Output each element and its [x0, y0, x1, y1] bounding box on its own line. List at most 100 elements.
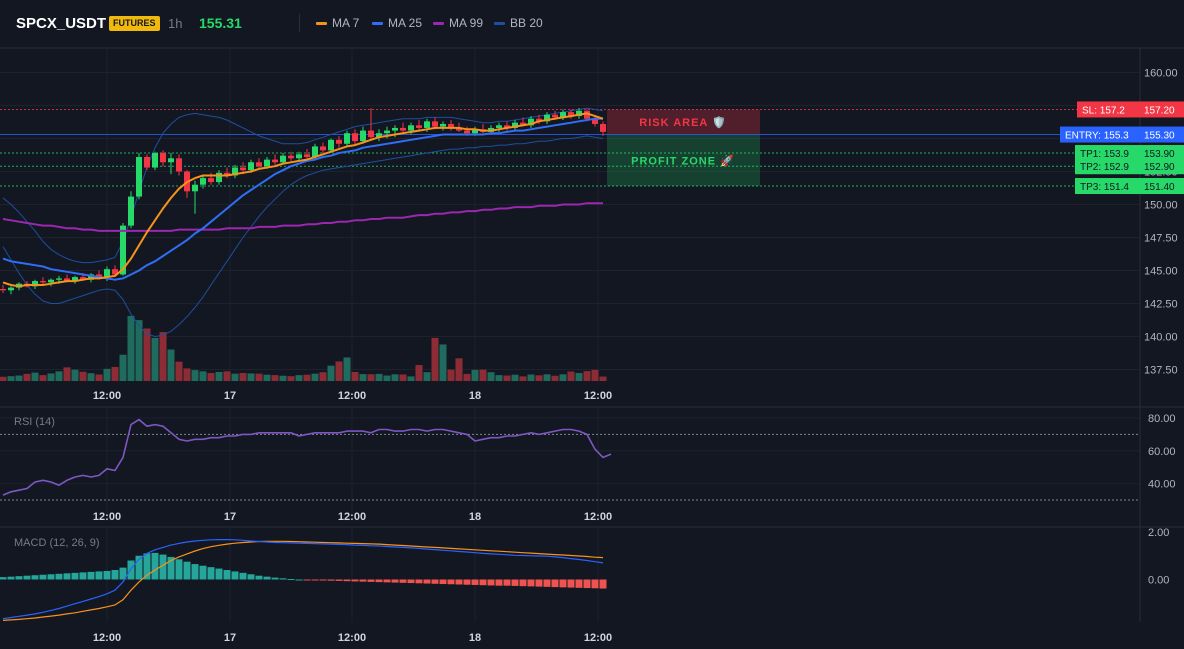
volume-bar	[455, 358, 463, 381]
volume-bar	[31, 372, 39, 381]
time-axis-label: 18	[469, 511, 481, 523]
price-axis-label: 142.50	[1144, 299, 1178, 311]
legend-label-ma7: MA 7	[332, 16, 360, 30]
candle-body	[520, 122, 526, 126]
volume-bar	[343, 357, 351, 381]
macd-histogram-bar	[415, 579, 423, 584]
volume-bar	[375, 373, 383, 381]
timeframe-selector[interactable]: 1h	[168, 16, 183, 31]
volume-bar	[591, 369, 599, 381]
legend-ma99[interactable]: MA 99	[433, 16, 483, 30]
macd-histogram-bar	[591, 579, 599, 589]
macd-histogram-bar	[503, 579, 511, 586]
macd-histogram-bar	[191, 564, 199, 580]
volume-bar	[543, 374, 551, 381]
level-axis-text-tp2: 152.90	[1144, 162, 1175, 173]
candle-body	[120, 225, 126, 275]
level-axis-tag-tp3	[1140, 178, 1184, 195]
macd-histogram-bar	[223, 570, 231, 580]
candle-body	[504, 125, 510, 128]
volume-bar	[407, 376, 415, 381]
volume-bar	[391, 374, 399, 381]
level-tag-tp3	[1075, 178, 1140, 195]
candle-body	[568, 112, 574, 117]
candle-body	[376, 133, 382, 138]
volume-bar	[87, 373, 95, 381]
candle-body	[48, 279, 54, 283]
macd-histogram-bar	[135, 555, 143, 580]
candle-body	[600, 123, 606, 132]
candle-body	[352, 133, 358, 142]
macd-histogram-bar	[39, 574, 47, 580]
macd-histogram-bar	[55, 573, 63, 580]
zone-box-1	[607, 134, 760, 187]
price-axis-label: 160.00	[1144, 68, 1178, 80]
macd-histogram-bar	[471, 579, 479, 585]
macd-histogram-bar	[7, 576, 15, 580]
level-tag-entry	[1060, 126, 1140, 143]
level-tag-text-tp3: TP3: 151.4	[1080, 182, 1129, 193]
candle-body	[328, 139, 334, 151]
legend-ma7[interactable]: MA 7	[316, 16, 359, 30]
candle-body	[104, 269, 110, 278]
macd-histogram-bar	[519, 579, 527, 587]
macd-histogram-bar	[327, 579, 335, 581]
macd-histogram-bar	[527, 579, 535, 587]
candle-body	[448, 123, 454, 128]
volume-bar	[223, 371, 231, 381]
candle-body	[304, 154, 310, 157]
time-axis-label: 12:00	[93, 632, 121, 644]
volume-bar	[207, 373, 215, 381]
candle-body	[56, 278, 62, 280]
volume-bar	[215, 371, 223, 381]
volume-bar	[7, 376, 15, 381]
volume-bar	[551, 375, 559, 381]
candle-body	[96, 274, 102, 278]
volume-bar	[599, 376, 607, 381]
candle-body	[336, 139, 342, 144]
macd-histogram-bar	[567, 579, 575, 588]
macd-histogram-bar	[399, 579, 407, 583]
volume-bar	[39, 375, 47, 381]
macd-histogram-bar	[495, 579, 503, 586]
volume-bar	[399, 374, 407, 381]
time-axis-label: 12:00	[338, 390, 366, 402]
candle-body	[368, 130, 374, 138]
candle-body	[144, 156, 150, 168]
macd-axis-label: 0.00	[1148, 575, 1169, 587]
legend-bb20[interactable]: BB 20	[494, 16, 543, 30]
candle-body	[64, 278, 70, 282]
candle-body	[472, 129, 478, 134]
candle-body	[80, 277, 86, 280]
legend-ma25[interactable]: MA 25	[372, 16, 422, 30]
volume-bar	[279, 375, 287, 381]
volume-bar	[167, 349, 175, 381]
macd-histogram-bar	[599, 579, 607, 589]
volume-bar	[135, 320, 143, 381]
level-tag-text-tp1: TP1: 153.9	[1080, 149, 1129, 160]
macd-histogram-bar	[463, 579, 471, 585]
level-axis-text-tp1: 153.90	[1144, 149, 1175, 160]
level-axis-text-tp3: 151.40	[1144, 182, 1175, 193]
volume-bar	[263, 374, 271, 381]
candle-body	[416, 125, 422, 128]
candle-body	[456, 127, 462, 131]
candle-body	[592, 118, 598, 124]
candle-body	[584, 110, 590, 119]
candle-body	[440, 123, 446, 127]
macd-histogram-bar	[383, 579, 391, 583]
rsi-title: RSI (14)	[14, 416, 55, 428]
symbol-name[interactable]: SPCX_USDT	[16, 15, 107, 32]
ma99-line	[2, 202, 603, 232]
candle-body	[560, 112, 566, 118]
volume-bar	[463, 373, 471, 381]
macd-histogram-bar	[71, 572, 79, 580]
macd-histogram-bar	[367, 579, 375, 582]
volume-bar	[311, 373, 319, 381]
macd-histogram-bar	[559, 579, 567, 588]
price-axis-label: 150.00	[1144, 200, 1178, 212]
time-axis-label: 12:00	[584, 390, 612, 402]
zone-label-0: RISK AREA 🛡️	[639, 116, 726, 129]
volume-bar	[247, 373, 255, 381]
